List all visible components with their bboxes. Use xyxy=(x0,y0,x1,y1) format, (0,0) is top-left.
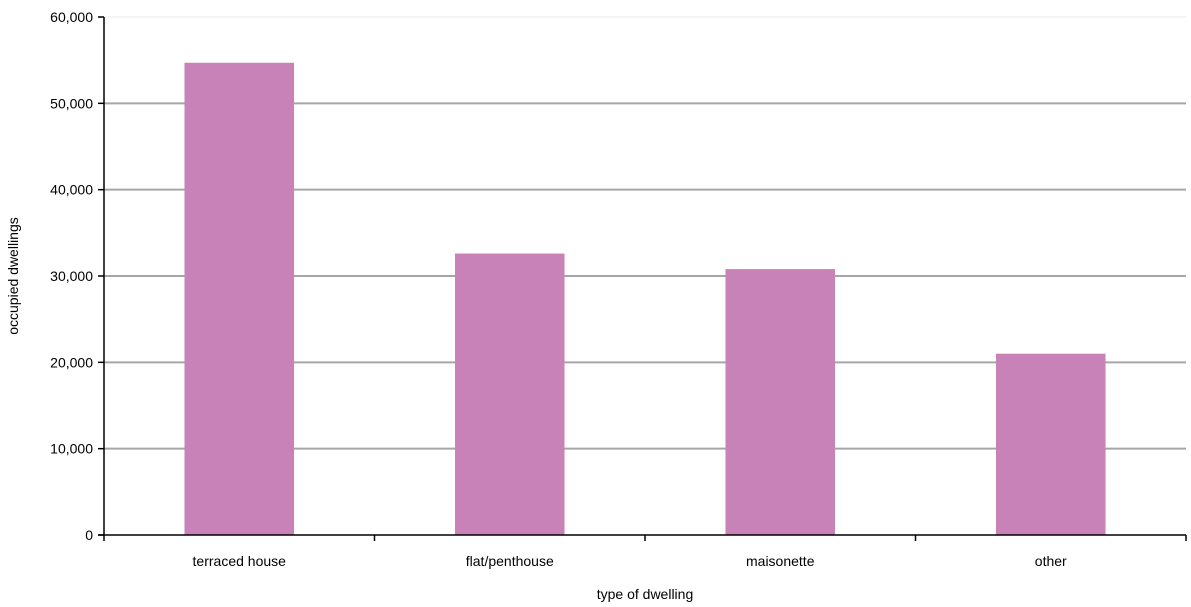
y-tick-labels: 0 10,000 20,000 30,000 40,000 50,000 60,000 xyxy=(50,9,104,543)
y-tick-label: 30,000 xyxy=(50,268,93,284)
x-axis-title: type of dwelling xyxy=(597,586,694,602)
y-tick-label: 10,000 xyxy=(50,441,93,457)
x-tick-labels: terraced house flat/penthouse maisonette ot… xyxy=(193,535,1187,569)
bars xyxy=(184,62,1106,536)
bar-terraced-house xyxy=(184,62,295,536)
x-tick-label: flat/penthouse xyxy=(466,553,554,569)
y-tick-label: 60,000 xyxy=(50,9,93,25)
x-tick-label: other xyxy=(1035,553,1067,569)
y-axis-title: occupied dwellings xyxy=(5,217,21,335)
x-tick-label: terraced house xyxy=(193,553,287,569)
bar-flat-penthouse xyxy=(454,253,565,535)
y-tick-label: 20,000 xyxy=(50,354,93,370)
bar-other xyxy=(995,353,1106,535)
y-tick-label: 0 xyxy=(85,527,93,543)
x-tick-label: maisonette xyxy=(746,553,815,569)
axes xyxy=(98,17,1186,541)
y-tick-label: 40,000 xyxy=(50,182,93,198)
bar-maisonette xyxy=(725,269,836,535)
y-tick-label: 50,000 xyxy=(50,95,93,111)
